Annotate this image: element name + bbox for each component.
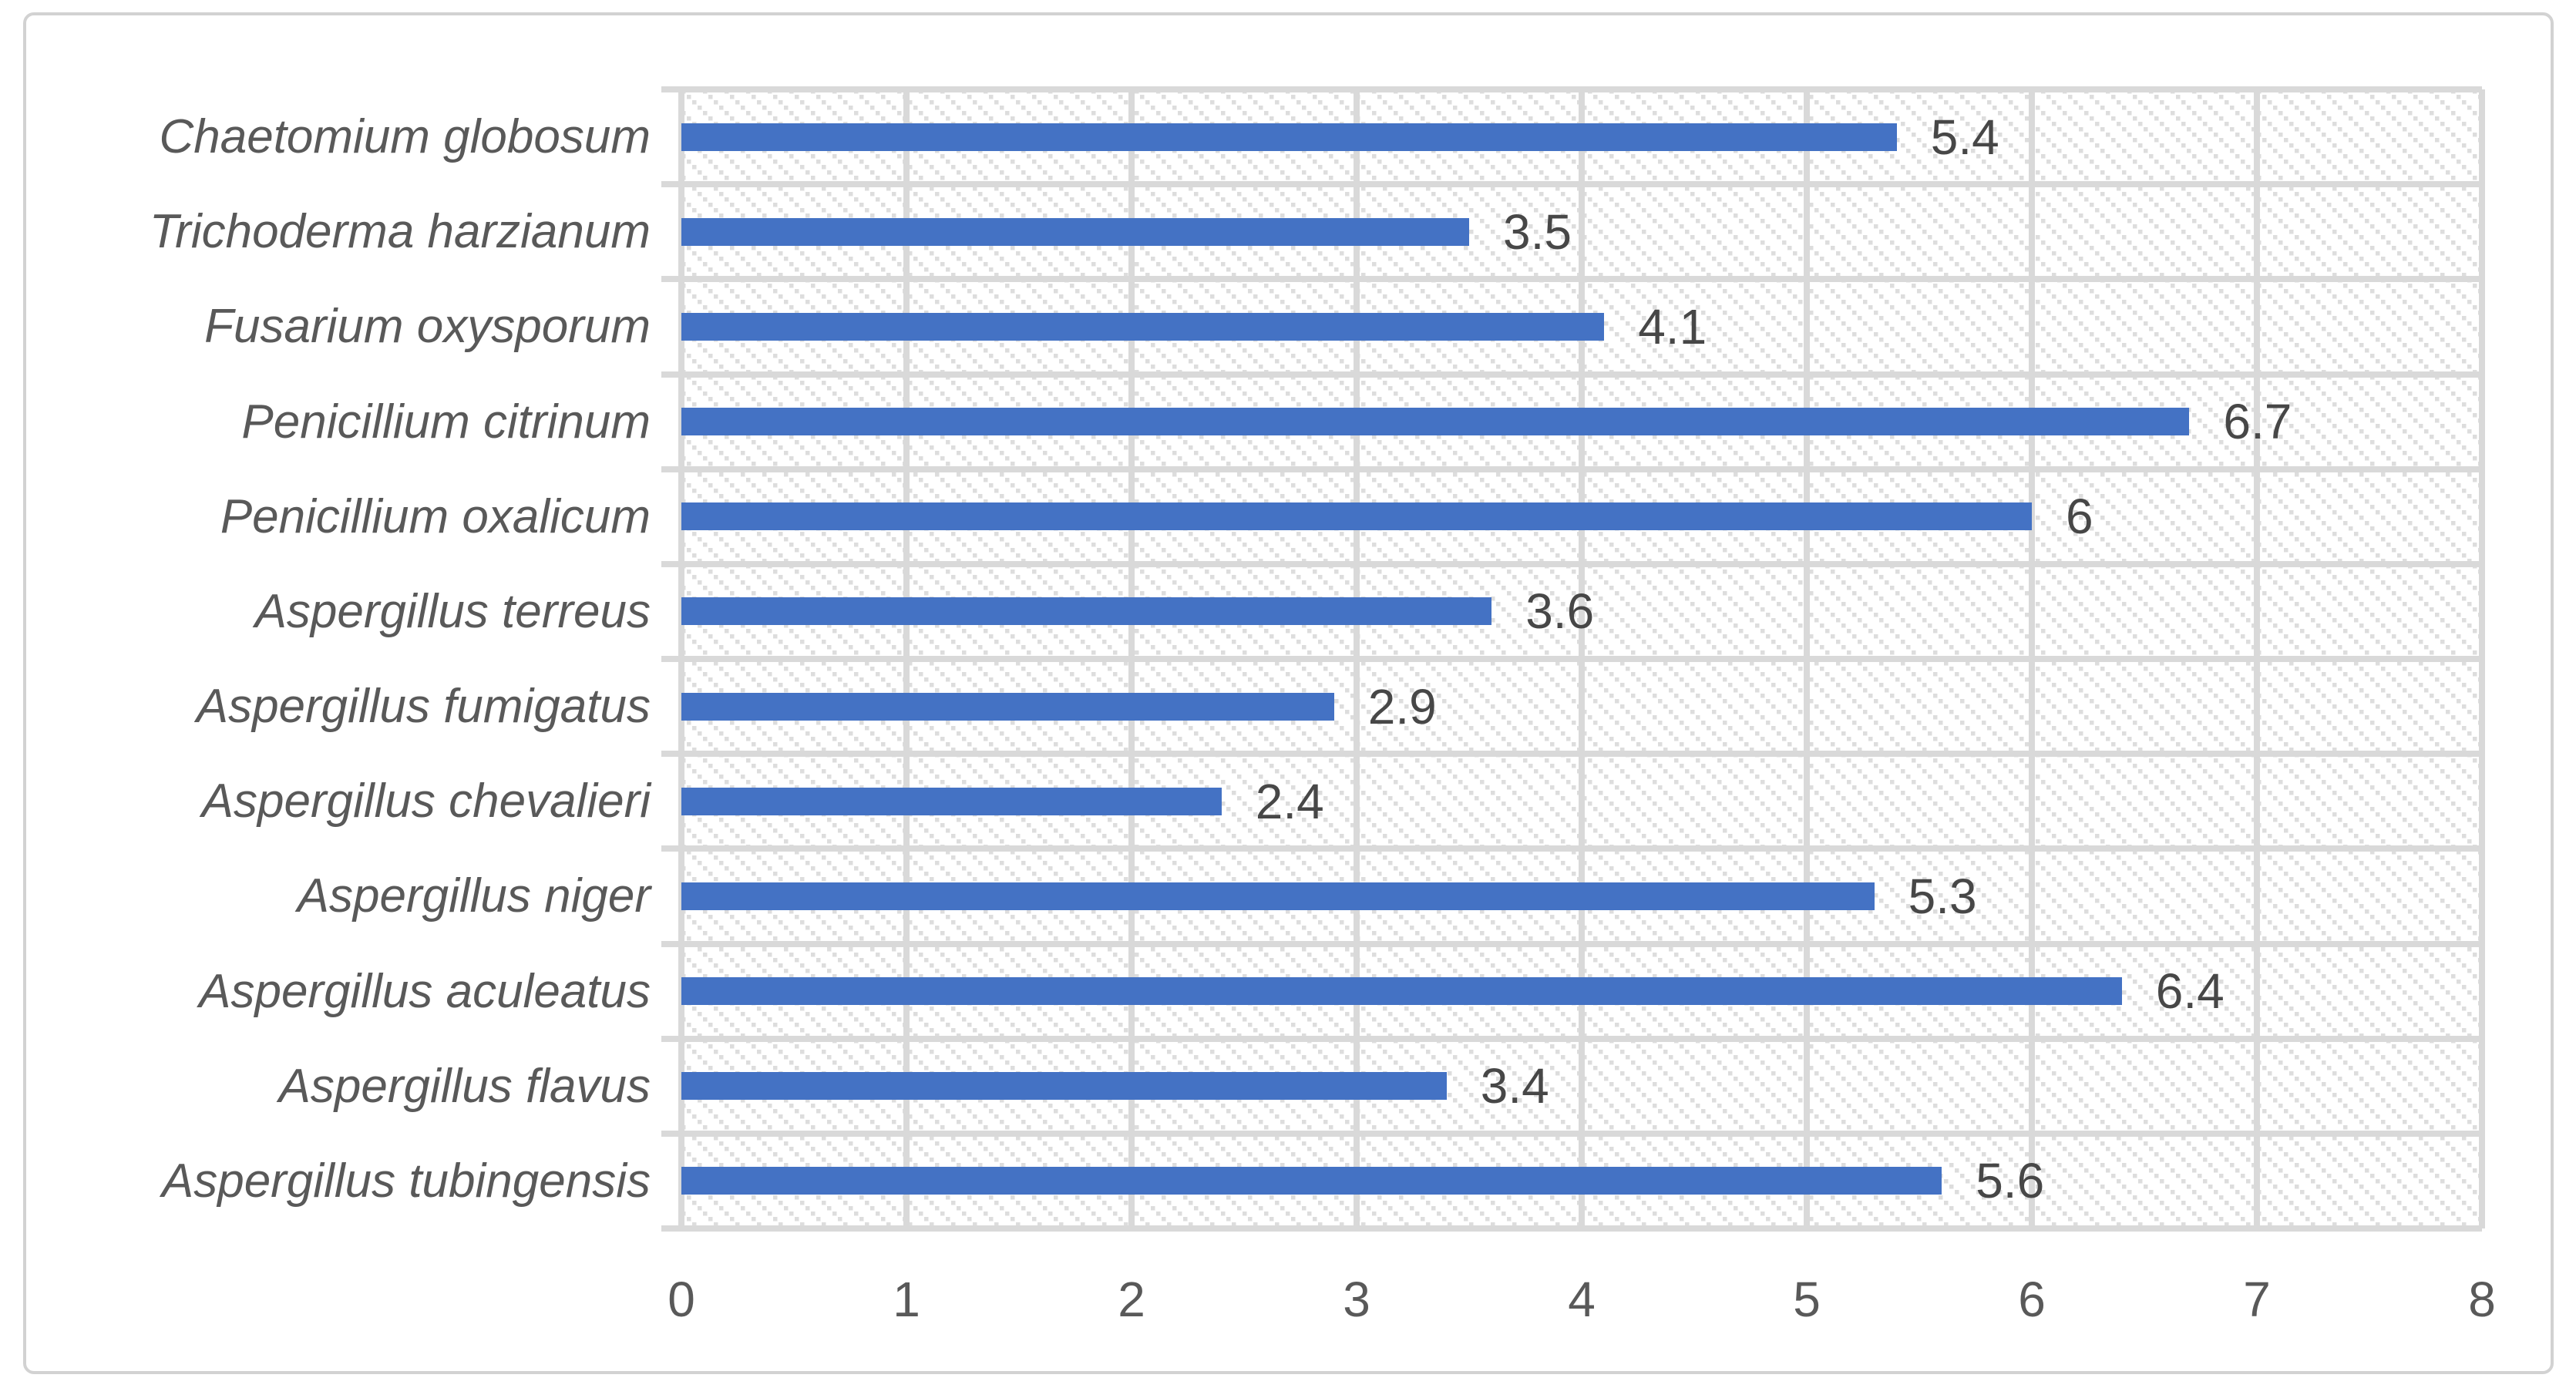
category-axis-labels: Chaetomium globosum Trichoderma harzianum… bbox=[26, 89, 651, 1228]
bar bbox=[681, 1167, 1942, 1195]
category-axis-tick bbox=[661, 465, 681, 472]
category-label: Aspergillus chevalieri bbox=[201, 775, 651, 828]
bar bbox=[681, 787, 1222, 815]
category-label: Aspergillus terreus bbox=[254, 584, 651, 638]
category-axis-tick bbox=[661, 371, 681, 378]
vertical-gridline bbox=[2479, 89, 2485, 1228]
plot-area: 5.4 3.5 4.1 6.7 6 3.6 2.9 2.4 5.3 6.4 3.4 5.6 bbox=[678, 86, 2485, 1232]
bar-value-label: 5.3 bbox=[1908, 868, 1977, 924]
category-axis-tick bbox=[661, 276, 681, 283]
horizontal-gridline bbox=[681, 276, 2482, 283]
bar-value-label: 4.1 bbox=[1638, 298, 1707, 355]
bar-value-label: 3.6 bbox=[1525, 583, 1595, 640]
bar-value-label: 6.4 bbox=[2155, 963, 2225, 1020]
x-tick-label: 7 bbox=[2243, 1272, 2271, 1327]
bar bbox=[681, 408, 2190, 436]
horizontal-gridline bbox=[681, 1035, 2482, 1042]
category-axis-tick bbox=[661, 751, 681, 758]
horizontal-gridline bbox=[681, 656, 2482, 662]
x-tick-label: 3 bbox=[1343, 1272, 1370, 1327]
x-tick-label: 0 bbox=[668, 1272, 695, 1327]
horizontal-gridline bbox=[681, 845, 2482, 852]
value-axis-labels: 0 1 2 3 4 5 6 7 8 bbox=[668, 1269, 2496, 1338]
bar bbox=[681, 692, 1334, 721]
bar bbox=[681, 882, 1875, 910]
category-label: Fusarium oxysporum bbox=[204, 300, 651, 354]
x-tick-label: 4 bbox=[1568, 1272, 1596, 1327]
category-axis-tick bbox=[661, 1035, 681, 1042]
category-label: Aspergillus flavus bbox=[278, 1059, 651, 1113]
category-axis-tick bbox=[661, 181, 681, 188]
bar bbox=[681, 502, 2032, 531]
bar-value-label: 3.4 bbox=[1480, 1058, 1549, 1114]
bar-value-label: 6 bbox=[2066, 489, 2093, 545]
horizontal-gridline bbox=[681, 181, 2482, 188]
category-label: Trichoderma harzianum bbox=[149, 205, 651, 259]
bar-value-label: 5.4 bbox=[1930, 109, 1999, 165]
x-tick-label: 5 bbox=[1793, 1272, 1821, 1327]
horizontal-gridline bbox=[681, 1130, 2482, 1137]
x-tick-label: 1 bbox=[893, 1272, 920, 1327]
bar bbox=[681, 312, 1605, 341]
category-label: Aspergillus fumigatus bbox=[196, 680, 651, 734]
category-label: Chaetomium globosum bbox=[159, 110, 651, 164]
chart-card: Chaetomium globosum Trichoderma harzianum… bbox=[23, 12, 2554, 1374]
bar bbox=[681, 123, 1897, 151]
category-axis-tick bbox=[661, 1130, 681, 1137]
horizontal-gridline bbox=[681, 751, 2482, 758]
category-axis-tick bbox=[661, 656, 681, 662]
category-axis-tick bbox=[661, 940, 681, 947]
horizontal-gridline bbox=[681, 1225, 2482, 1232]
category-label: Penicillium citrinum bbox=[241, 395, 651, 449]
category-axis-tick bbox=[661, 560, 681, 567]
x-tick-label: 2 bbox=[1118, 1272, 1145, 1327]
horizontal-gridline bbox=[681, 86, 2482, 92]
bar-value-label: 3.5 bbox=[1503, 203, 1572, 260]
horizontal-gridline bbox=[681, 371, 2482, 378]
category-axis-tick bbox=[661, 86, 681, 92]
bar-value-label: 6.7 bbox=[2223, 394, 2292, 450]
bar-value-label: 2.4 bbox=[1255, 773, 1324, 829]
bar-value-label: 5.6 bbox=[1976, 1153, 2045, 1209]
category-axis-tick bbox=[661, 845, 681, 852]
bar bbox=[681, 597, 1492, 626]
category-label: Aspergillus tubingensis bbox=[161, 1154, 651, 1208]
bar-value-label: 2.9 bbox=[1367, 678, 1437, 734]
bar bbox=[681, 217, 1469, 246]
bar bbox=[681, 1072, 1447, 1101]
horizontal-gridline bbox=[681, 560, 2482, 567]
category-label: Aspergillus niger bbox=[297, 869, 651, 923]
category-axis-tick bbox=[661, 1225, 681, 1232]
horizontal-gridline bbox=[681, 940, 2482, 947]
horizontal-gridline bbox=[681, 465, 2482, 472]
category-label: Aspergillus aculeatus bbox=[199, 964, 651, 1018]
x-tick-label: 8 bbox=[2468, 1272, 2496, 1327]
category-label: Penicillium oxalicum bbox=[220, 489, 651, 543]
x-tick-label: 6 bbox=[2018, 1272, 2046, 1327]
bar bbox=[681, 977, 2122, 1006]
